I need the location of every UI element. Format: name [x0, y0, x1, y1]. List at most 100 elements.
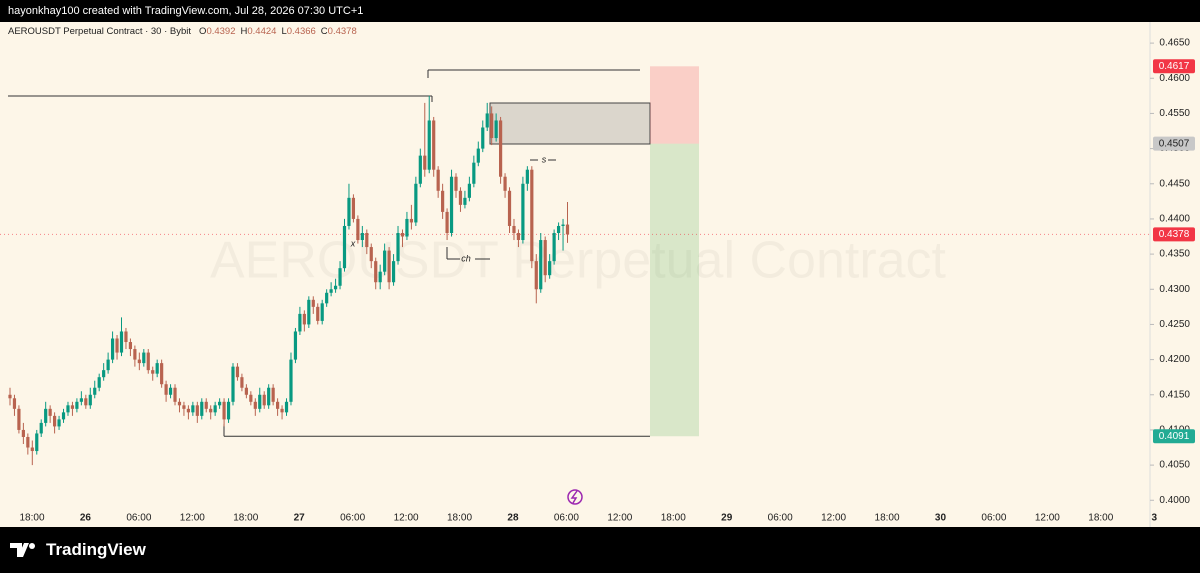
ohlc-value: 0.4392 [206, 26, 235, 37]
candle-body [75, 401, 79, 409]
candle-body [276, 401, 280, 409]
candle-body [316, 306, 320, 321]
candle-body [79, 398, 83, 402]
candle-body [409, 218, 413, 223]
candle-body [258, 394, 262, 409]
candle-body [93, 387, 97, 395]
brand: TradingView [46, 540, 146, 559]
candle-body [12, 398, 17, 409]
candle-body [244, 387, 248, 395]
candle-body [110, 338, 115, 360]
symbol: AEROUSDT Perpetual Contract · 30 · Bybit [8, 26, 191, 37]
candle-body [360, 233, 364, 241]
x-tick-label: 06:00 [340, 513, 365, 524]
y-tick-label: 0.4250 [1159, 319, 1190, 330]
price-tag-label: 0.4091 [1159, 431, 1190, 442]
candle-body [106, 359, 110, 371]
candle-body [374, 261, 378, 283]
lightning-icon [567, 489, 583, 505]
candle-body [298, 313, 302, 332]
candle-body [128, 342, 133, 350]
price-tag [1153, 59, 1195, 74]
candle-body [213, 405, 217, 413]
candle-body [418, 155, 422, 184]
candle-body [186, 408, 190, 413]
x-tick-label: 18:00 [447, 513, 472, 524]
y-tick-label: 0.4550 [1159, 108, 1190, 119]
candle-body [280, 408, 284, 413]
y-tick-label: 0.4450 [1159, 178, 1190, 189]
candle-body [512, 225, 516, 234]
logo [10, 543, 35, 557]
candle-body [329, 289, 333, 293]
candle-body [494, 120, 498, 139]
candle-body [231, 366, 235, 402]
x-tick-label: 12:00 [821, 513, 846, 524]
target-zone [650, 143, 699, 437]
candle-body [342, 225, 347, 269]
candle-body [387, 250, 391, 283]
candle-body [289, 359, 293, 402]
y-tick-label: 0.4050 [1159, 460, 1190, 471]
price-tag [1153, 429, 1195, 444]
candle-body [226, 401, 231, 420]
candle-body [347, 197, 351, 226]
ohlc-label: O [199, 26, 206, 37]
candle-body [164, 384, 168, 395]
watermark: AEROUSDT Perpetual Contract [210, 232, 947, 290]
candle-body [485, 113, 489, 128]
candle-body [249, 394, 253, 402]
candle-body [472, 162, 476, 184]
x-tick-label: 28 [507, 513, 519, 524]
x-tick-label: 18:00 [19, 513, 44, 524]
x-tick-label: 26 [80, 513, 92, 524]
candle-body [351, 197, 356, 219]
candle-body [35, 433, 39, 452]
candle-body [182, 405, 186, 409]
candle-body [356, 218, 360, 241]
candle-body [391, 261, 396, 283]
x-tick-label: 18:00 [233, 513, 258, 524]
candle-body [499, 120, 503, 177]
candle-body [476, 148, 480, 163]
candle-body [151, 370, 155, 374]
x-tick-label: 06:00 [126, 513, 151, 524]
candle-body [284, 401, 289, 413]
candle-body [195, 405, 199, 416]
candle-body [61, 412, 66, 420]
candle-body [383, 250, 387, 272]
x-tick-label: 06:00 [554, 513, 579, 524]
candle-body [530, 169, 534, 262]
ohlc-label: H [241, 26, 248, 37]
candle-body [26, 436, 30, 448]
candle-body [365, 233, 369, 248]
candle-body [320, 303, 324, 321]
candle-body [102, 370, 106, 378]
candle-body [137, 359, 141, 364]
candle-body [66, 405, 70, 413]
price-tag [1153, 136, 1195, 151]
ohlc-label: L [281, 26, 286, 37]
x-tick-label: 12:00 [394, 513, 419, 524]
candle-body [414, 183, 418, 223]
candle-body [84, 398, 88, 406]
candle-body [325, 292, 329, 304]
x-tick-label: 27 [294, 513, 306, 524]
candle-body [142, 352, 146, 364]
candle-body [333, 285, 338, 290]
candle-body [88, 394, 92, 406]
candle-body [17, 408, 21, 430]
candle-body [48, 408, 52, 416]
candle-body [168, 387, 173, 395]
x-tick-label: 3 [1151, 513, 1157, 524]
candle-body [44, 408, 48, 423]
candle-body [302, 313, 306, 325]
candle-body [516, 233, 521, 241]
candle-body [146, 352, 150, 371]
candle-body [436, 169, 440, 191]
candle-body [133, 349, 137, 360]
candle-body [311, 299, 315, 307]
symbol-info: AEROUSDT Perpetual Contract · 30 · Bybit… [8, 26, 357, 37]
candle-body [209, 408, 213, 413]
candle-body [155, 363, 159, 374]
